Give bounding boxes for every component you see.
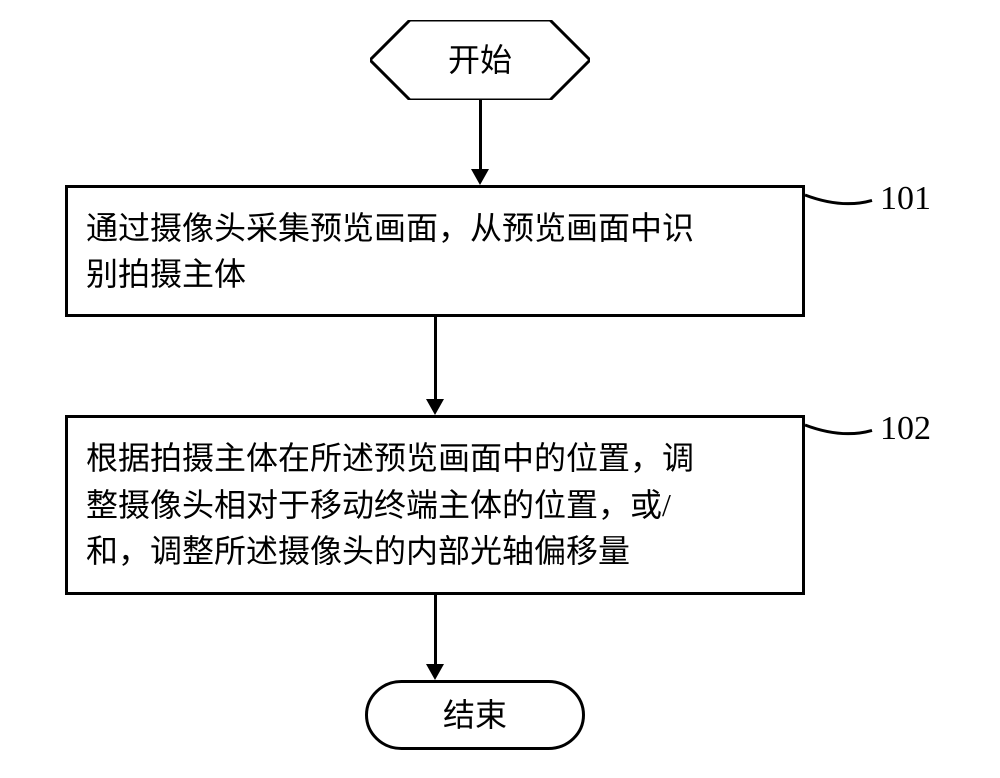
callout-connector-step2 [805,390,890,460]
edge-start-step1 [479,100,482,171]
node-label-start: 开始 [440,33,520,87]
callout-connector-step1 [805,160,890,230]
flowchart-canvas: 开始通过摄像头采集预览画面，从预览画面中识 别拍摄主体 101 根据拍摄主体在所述预… [0,0,1000,778]
node-step1: 通过摄像头采集预览画面，从预览画面中识 别拍摄主体 [65,185,805,317]
node-label-step1: 通过摄像头采集预览画面，从预览画面中识 别拍摄主体 [68,195,802,308]
node-start: 开始 [370,20,590,100]
node-step2: 根据拍摄主体在所述预览画面中的位置，调 整摄像头相对于移动终端主体的位置，或/ … [65,415,805,595]
callout-label-step2: 102 [880,410,931,448]
arrowhead-start-step1 [471,169,489,185]
edge-step2-end [434,595,437,666]
callout-label-step1: 101 [880,180,931,218]
edge-step1-step2 [434,317,437,401]
node-label-step2: 根据拍摄主体在所述预览画面中的位置，调 整摄像头相对于移动终端主体的位置，或/ … [68,425,802,584]
node-label-end: 结束 [435,688,515,742]
node-end: 结束 [365,680,585,750]
arrowhead-step2-end [426,664,444,680]
arrowhead-step1-step2 [426,399,444,415]
